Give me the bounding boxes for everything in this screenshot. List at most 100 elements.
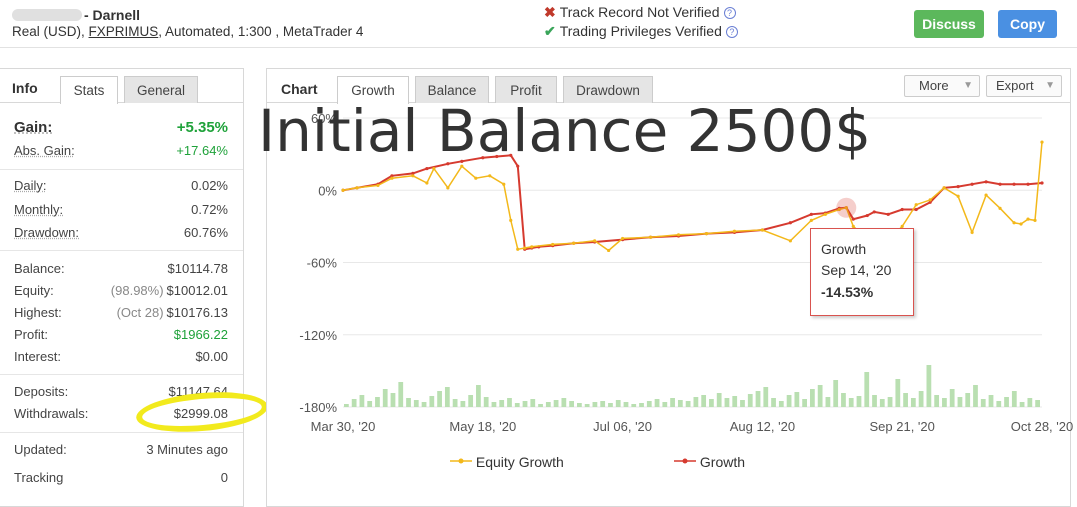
- data-point: [1033, 218, 1037, 222]
- volume-bar: [716, 393, 722, 407]
- check-icon: ✔: [544, 23, 556, 39]
- data-point: [376, 183, 380, 188]
- volume-bar: [670, 398, 675, 407]
- y-tick-label: -180%: [299, 400, 337, 415]
- data-point: [984, 180, 988, 184]
- data-point: [872, 210, 876, 214]
- more-dropdown[interactable]: More ▼: [904, 75, 980, 97]
- data-point: [900, 224, 904, 228]
- data-point: [411, 171, 415, 175]
- data-point: [432, 166, 436, 171]
- data-point: [551, 242, 555, 247]
- tab-growth[interactable]: Growth: [337, 76, 409, 104]
- volume-bar: [856, 396, 862, 407]
- volume-bar: [413, 400, 419, 407]
- data-point: [760, 228, 765, 232]
- data-point: [1040, 181, 1044, 185]
- x-tick-label: May 18, '20: [449, 419, 516, 434]
- volume-bar: [887, 397, 893, 407]
- volume-bar: [825, 397, 831, 407]
- tab-drawdown[interactable]: Drawdown: [563, 76, 653, 103]
- x-tick-label: Jul 06, '20: [593, 419, 652, 434]
- volume-bar: [561, 398, 567, 407]
- data-point: [823, 212, 827, 216]
- equity-growth-series-line: [342, 142, 1043, 262]
- data-point: [446, 162, 450, 166]
- broker-link[interactable]: FXPRIMUS: [88, 24, 159, 39]
- volume-bar: [778, 401, 784, 407]
- volume-bar: [351, 399, 357, 407]
- y-tick-label: -120%: [299, 328, 337, 343]
- volume-bar: [709, 399, 714, 407]
- data-point: [411, 174, 415, 178]
- y-tick-label: 60%: [311, 111, 337, 126]
- data-point: [425, 166, 429, 171]
- y-tick-label: 0%: [318, 183, 337, 198]
- tab-general[interactable]: General: [124, 76, 198, 103]
- data-point: [844, 206, 848, 210]
- data-point: [593, 239, 597, 243]
- legend-equity-growth[interactable]: Equity Growth: [450, 454, 564, 470]
- copy-button[interactable]: Copy: [998, 10, 1057, 38]
- legend-growth[interactable]: Growth: [674, 454, 745, 470]
- data-point: [1012, 221, 1016, 225]
- help-icon[interactable]: ?: [725, 26, 738, 38]
- export-dropdown[interactable]: Export ▼: [986, 75, 1062, 97]
- volume-bar: [988, 395, 994, 407]
- volume-bar: [724, 398, 730, 407]
- data-point: [788, 239, 792, 243]
- volume-bar: [677, 400, 683, 407]
- volume-bar: [623, 402, 629, 407]
- data-point: [914, 207, 918, 212]
- volume-bar: [949, 389, 955, 407]
- data-point: [481, 156, 485, 160]
- volume-bar: [957, 397, 963, 407]
- data-point: [788, 221, 792, 225]
- x-tick-label: Mar 30, '20: [311, 419, 376, 434]
- volume-bar: [662, 402, 668, 407]
- data-point: [956, 194, 960, 198]
- volume-bar: [406, 398, 411, 407]
- tab-profit[interactable]: Profit: [495, 76, 557, 103]
- data-point: [851, 224, 855, 228]
- data-point: [809, 212, 813, 216]
- data-point: [390, 176, 394, 180]
- volume-bar: [499, 400, 505, 407]
- info-panel: Info Stats General Gain: +5.35% Abs. Gai…: [0, 68, 244, 507]
- volume-bar: [545, 402, 551, 407]
- data-point: [984, 193, 988, 197]
- legend-growth-marker: [674, 458, 696, 464]
- redacted-name-blur: [12, 9, 82, 21]
- tab-stats[interactable]: Stats: [60, 76, 118, 104]
- data-point: [509, 153, 513, 157]
- data-point: [516, 164, 520, 168]
- data-point: [390, 174, 394, 178]
- data-point: [970, 182, 974, 186]
- chart-tooltip: Growth Sep 14, '20 -14.53%: [810, 228, 914, 316]
- volume-bar: [810, 389, 815, 407]
- volume-bar: [934, 395, 940, 407]
- volume-bar: [460, 401, 466, 407]
- y-tick-label: -60%: [307, 256, 338, 271]
- tab-balance[interactable]: Balance: [415, 76, 489, 103]
- data-point: [495, 154, 499, 159]
- account-details: Real (USD), FXPRIMUS, Automated, 1:300 ,…: [12, 24, 364, 39]
- x-tick-label: Aug 12, '20: [730, 419, 795, 434]
- volume-bar: [1035, 400, 1040, 407]
- data-point: [355, 186, 359, 190]
- data-point: [970, 230, 974, 234]
- data-point: [886, 212, 890, 216]
- data-point: [837, 207, 841, 212]
- data-point: [809, 218, 813, 222]
- data-point: [460, 159, 464, 163]
- volume-bar: [646, 401, 652, 407]
- help-icon[interactable]: ?: [723, 7, 736, 19]
- volume-bar: [926, 365, 932, 407]
- volume-bar: [553, 400, 559, 407]
- volume-bar: [740, 400, 745, 407]
- x-icon: ✖: [544, 4, 556, 20]
- discuss-button[interactable]: Discuss: [914, 10, 984, 38]
- volume-bar: [1027, 398, 1033, 407]
- volume-bar: [569, 401, 574, 407]
- volume-bar: [398, 382, 404, 407]
